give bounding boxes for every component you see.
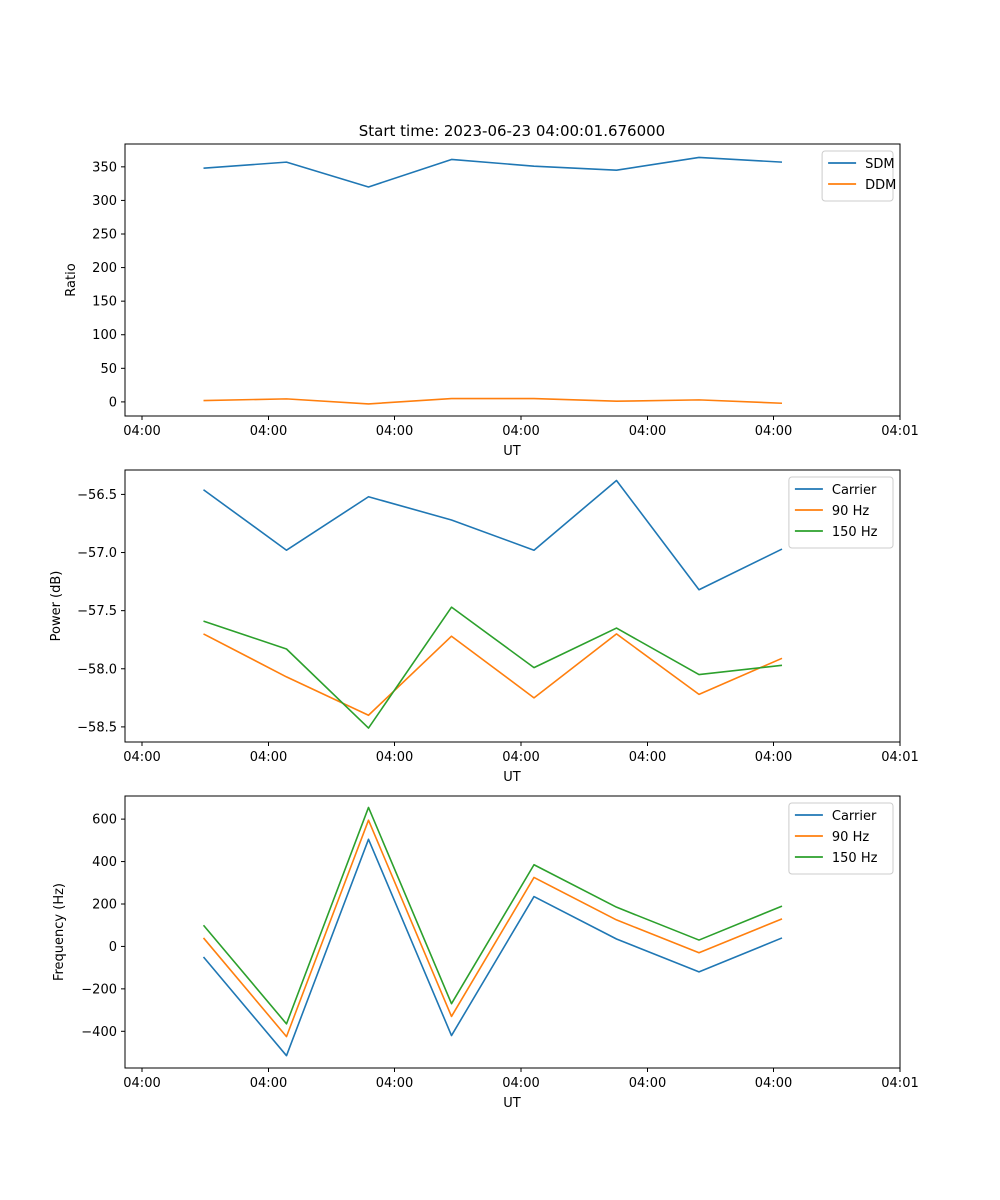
panel1-axes-frame	[124, 143, 901, 417]
panel1-x-tick-label: 04:00	[376, 424, 413, 439]
panel2-x-tick-label: 04:00	[376, 750, 413, 765]
panel3-y-tick-label: −200	[81, 982, 117, 997]
panel2-legend-label-150-hz: 150 Hz	[832, 525, 878, 540]
panel3-y-axis-label: Frequency (Hz)	[52, 883, 67, 981]
panel1-x-tick-label: 04:00	[250, 424, 287, 439]
panel1: 04:00 04:00 04:00 04:00 04:00 04:00 04:01 0 50 10…	[64, 143, 919, 459]
panel1-y-tick-label: 150	[92, 295, 117, 310]
panel2-series-carrier-line	[203, 479, 783, 591]
panel3-x-tick-label: 04:00	[755, 1076, 792, 1091]
panel3-x-tick-label: 04:00	[629, 1076, 666, 1091]
panel2-x-tick-label: 04:00	[755, 750, 792, 765]
panel2-x-tick-label: 04:00	[123, 750, 160, 765]
panel3-y-tick-label: 600	[92, 813, 117, 828]
panel1-x-axis-label: UT	[503, 444, 521, 459]
panel1-series-sdm-line	[203, 156, 783, 188]
panel1-y-tick-label: 100	[92, 328, 117, 343]
panels: 04:00 04:00 04:00 04:00 04:00 04:00 04:01 0 50 10…	[49, 143, 919, 1111]
panel3-legend: Carrier 90 Hz 150 Hz	[788, 802, 894, 875]
panel2-y-axis-label: Power (dB)	[49, 571, 64, 642]
panel1-x-tick-label: 04:00	[502, 424, 539, 439]
panel2-x-tick-label: 04:01	[881, 750, 918, 765]
panel3-axes-frame	[124, 795, 901, 1069]
panel3-legend-label-90-hz: 90 Hz	[832, 830, 869, 845]
panel1-legend-label-ddm: DDM	[865, 178, 896, 193]
panel1-x-tick-label: 04:00	[123, 424, 160, 439]
panel2-legend: Carrier 90 Hz 150 Hz	[788, 476, 894, 549]
panel3-y-tick-label: 200	[92, 897, 117, 912]
panel2-y-tick-label: −58.5	[77, 720, 117, 735]
panel3-y-tick-label: 400	[92, 855, 117, 870]
panel2-axes-frame	[124, 469, 901, 743]
panel1-x-tick-label: 04:01	[881, 424, 918, 439]
panel3-y-tick-label: −400	[81, 1025, 117, 1040]
panel2-x-axis-label: UT	[503, 770, 521, 785]
panel3-x-tick-label: 04:00	[250, 1076, 287, 1091]
panel2-x-tick-label: 04:00	[629, 750, 666, 765]
panel2-series-150-hz-line	[203, 606, 783, 729]
panel3-x-tick-label: 04:00	[123, 1076, 160, 1091]
panel2-y-tick-label: −58.0	[77, 662, 117, 677]
panel1-y-tick-label: 0	[109, 395, 117, 410]
panel2-x-tick-label: 04:00	[250, 750, 287, 765]
panel1-legend: SDM DDM	[821, 150, 896, 202]
panel1-y-tick-label: 250	[92, 227, 117, 242]
panel2-legend-label-carrier: Carrier	[832, 483, 877, 498]
panel1-y-tick-label: 350	[92, 160, 117, 175]
panel2-x-tick-label: 04:00	[502, 750, 539, 765]
panel2-series-90-hz-line	[203, 633, 783, 717]
panel1-y-tick-label: 50	[100, 362, 117, 377]
panel2-y-tick-label: −57.5	[77, 604, 117, 619]
panel3-series-150-hz-line	[202, 806, 783, 1025]
panel2-y-tick-label: −57.0	[77, 546, 117, 561]
panel1-y-axis-label: Ratio	[64, 263, 79, 296]
panel1-x-tick-label: 04:00	[629, 424, 666, 439]
figure-title: Start time: 2023-06-23 04:00:01.676000	[359, 122, 665, 140]
panel3-legend-label-150-hz: 150 Hz	[832, 851, 878, 866]
panel1-y-tick-label: 200	[92, 261, 117, 276]
panel3-x-axis-label: UT	[503, 1096, 521, 1111]
panel3-x-tick-label: 04:01	[881, 1076, 918, 1091]
panel3: 04:00 04:00 04:00 04:00 04:00 04:00 04:01 600 40…	[52, 795, 919, 1111]
panel1-y-tick-label: 300	[92, 194, 117, 209]
panel2: 04:00 04:00 04:00 04:00 04:00 04:00 04:01 −56.5…	[49, 469, 919, 785]
panel2-legend-label-90-hz: 90 Hz	[832, 504, 869, 519]
panel2-y-tick-label: −56.5	[77, 488, 117, 503]
panel3-series-carrier-line	[202, 838, 783, 1057]
panel3-series-90-hz-line	[202, 819, 783, 1038]
panel3-x-tick-label: 04:00	[502, 1076, 539, 1091]
panel1-x-tick-label: 04:00	[755, 424, 792, 439]
panel1-legend-label-sdm: SDM	[865, 157, 894, 172]
panel1-series-ddm-line	[203, 397, 783, 405]
panel3-legend-label-carrier: Carrier	[832, 809, 877, 824]
panel3-x-tick-label: 04:00	[376, 1076, 413, 1091]
panel3-y-tick-label: 0	[109, 940, 117, 955]
